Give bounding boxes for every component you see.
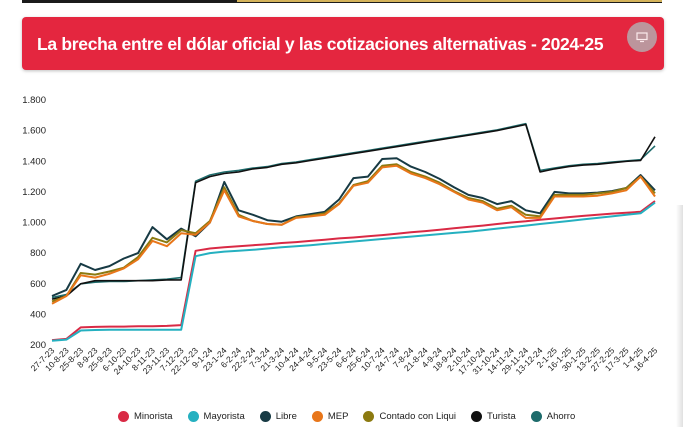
legend-marker xyxy=(311,410,323,422)
legend-marker xyxy=(118,410,129,422)
chart-legend: Minorista Mayorista Libre MEP Contado con Li… xyxy=(118,408,590,424)
y-tick-label: 1.800 xyxy=(22,95,46,106)
legend-item[interactable]: Ahorro xyxy=(530,410,576,422)
legend-item[interactable]: Contado con Liqui xyxy=(363,410,457,422)
legend-item[interactable]: Turista xyxy=(471,410,516,422)
legend-label: Contado con Liqui xyxy=(379,410,457,422)
series-line-minorista xyxy=(51,200,656,342)
y-tick-label: 1.000 xyxy=(22,218,46,229)
legend-marker xyxy=(471,410,483,422)
y-tick-label: 1.200 xyxy=(22,187,46,198)
series-line-libre xyxy=(51,157,656,297)
y-tick-label: 400 xyxy=(30,309,46,320)
top-strip xyxy=(22,0,662,3)
legend-marker xyxy=(187,410,199,422)
legend-marker xyxy=(363,410,375,422)
series-line-turista xyxy=(51,123,656,300)
legend-label: Ahorro xyxy=(546,410,576,422)
series-line-mep xyxy=(51,164,656,305)
y-tick-label: 1.600 xyxy=(22,126,46,137)
monitor-icon xyxy=(636,32,648,43)
legend-label: MEP xyxy=(327,410,349,422)
screen-button[interactable] xyxy=(627,22,657,52)
chart-title: La brecha entre el dólar oficial y las c… xyxy=(37,34,604,54)
legend-item[interactable]: Minorista xyxy=(118,410,173,422)
y-tick-label: 800 xyxy=(30,248,46,259)
series-line-ahorro xyxy=(51,122,656,299)
legend-item[interactable]: MEP xyxy=(311,410,349,422)
legend-item[interactable]: Libre xyxy=(259,410,297,422)
line-chart: 2004006008001.0001.2001.4001.6001.80027-… xyxy=(22,95,659,376)
y-tick-label: 200 xyxy=(30,340,46,351)
legend-label: Mayorista xyxy=(203,410,245,422)
legend-label: Turista xyxy=(487,410,516,422)
legend-item[interactable]: Mayorista xyxy=(187,410,245,422)
legend-marker xyxy=(530,410,542,422)
legend-marker xyxy=(259,410,271,422)
legend-label: Libre xyxy=(275,410,297,422)
chart-header: La brecha entre el dólar oficial y las c… xyxy=(22,17,664,70)
top-strip-accent xyxy=(237,0,662,2)
legend-label: Minorista xyxy=(134,410,173,422)
edge-shadow xyxy=(676,205,683,427)
y-tick-label: 600 xyxy=(30,279,46,290)
y-tick-label: 1.400 xyxy=(22,156,46,167)
series-line-mayorista xyxy=(51,201,656,342)
